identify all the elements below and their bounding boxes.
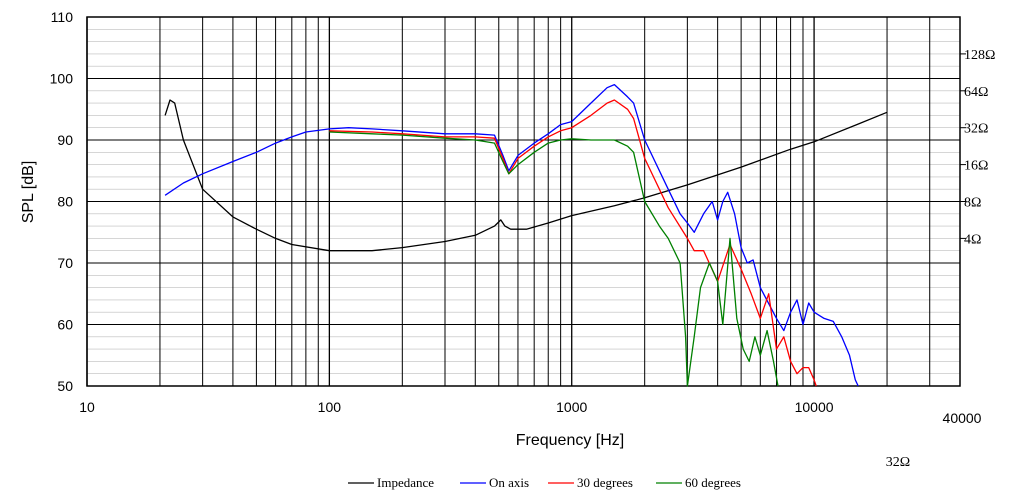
impedance-tick-label: 32Ω bbox=[964, 122, 988, 137]
series-line-30-degrees bbox=[329, 99, 817, 387]
series-layer bbox=[164, 83, 888, 387]
x-tick-label: 40000 bbox=[943, 410, 982, 426]
legend-label-on-axis: On axis bbox=[489, 475, 529, 490]
y-tick-label: 110 bbox=[51, 9, 74, 25]
legend-label-impedance: Impedance bbox=[377, 475, 434, 490]
series-line-impedance bbox=[164, 99, 888, 252]
y-tick-label: 60 bbox=[57, 317, 73, 333]
impedance-tick-label: 16Ω bbox=[964, 159, 988, 174]
y-tick-label: 50 bbox=[57, 378, 73, 394]
impedance-tick-label: 4Ω bbox=[964, 232, 981, 247]
impedance-tick-label: 128Ω bbox=[964, 48, 995, 63]
legend: Impedance On axis 30 degrees 60 degrees bbox=[348, 475, 741, 490]
x-tick-label: 100 bbox=[318, 399, 342, 415]
x-tick-label: 10000 bbox=[795, 399, 834, 415]
y-tick-label: 70 bbox=[57, 255, 73, 271]
x-tick-labels: 10 100 1000 10000 40000 bbox=[79, 399, 981, 426]
impedance-extra-label: 32Ω bbox=[886, 455, 910, 470]
grid bbox=[86, 16, 961, 387]
legend-label-30-degrees: 30 degrees bbox=[577, 475, 633, 490]
series-line-60-degrees bbox=[329, 131, 779, 387]
impedance-tick-label: 8Ω bbox=[964, 196, 981, 211]
y-tick-label: 100 bbox=[50, 71, 74, 87]
impedance-tick-labels: 128Ω 64Ω 32Ω 16Ω 8Ω 4Ω bbox=[960, 48, 995, 247]
impedance-tick-label: 64Ω bbox=[964, 85, 988, 100]
y-tick-label: 80 bbox=[57, 194, 73, 210]
y-axis-label: SPL [dB] bbox=[20, 161, 37, 224]
series-line-on-axis bbox=[164, 83, 859, 387]
legend-label-60-degrees: 60 degrees bbox=[685, 475, 741, 490]
x-tick-label: 10 bbox=[79, 399, 95, 415]
y-tick-label: 90 bbox=[57, 132, 73, 148]
x-axis-label: Frequency [Hz] bbox=[516, 432, 624, 449]
y-tick-labels: 50 60 70 80 90 100 110 bbox=[50, 9, 74, 394]
x-tick-label: 1000 bbox=[556, 399, 587, 415]
